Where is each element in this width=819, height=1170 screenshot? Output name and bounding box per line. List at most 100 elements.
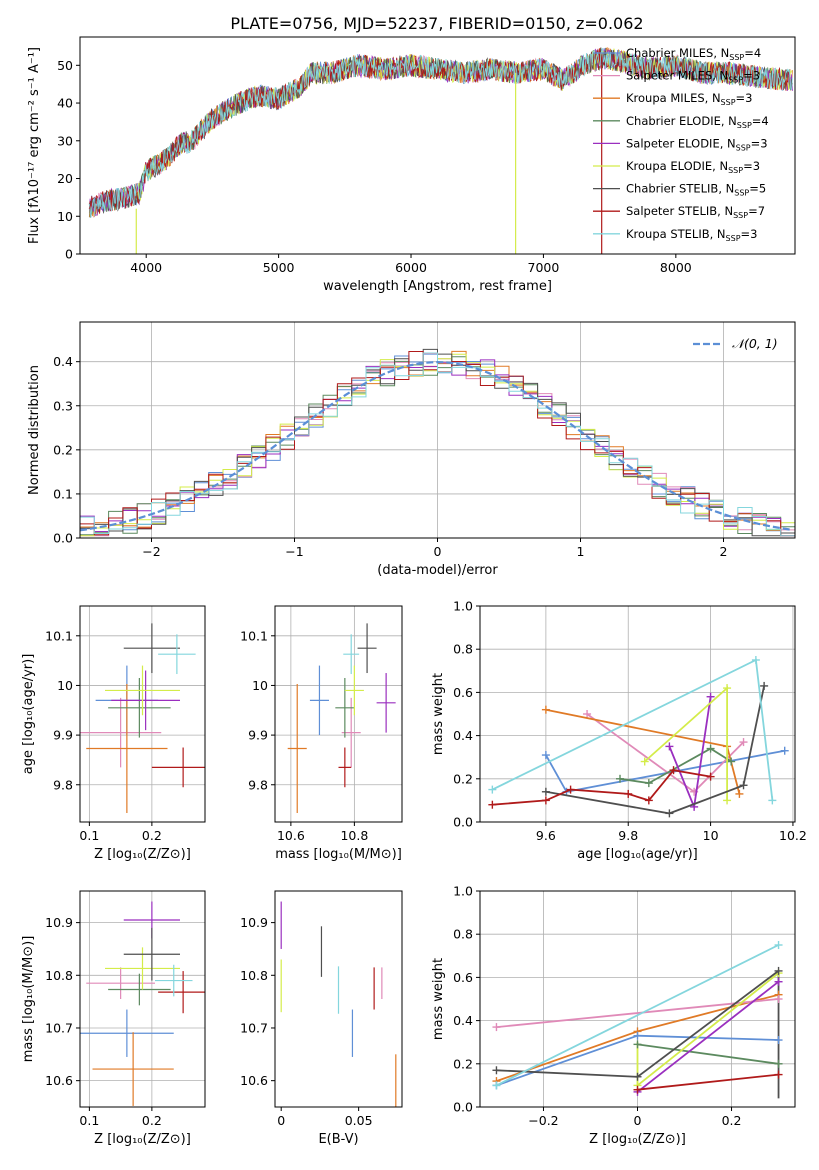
age-vs-Z-axes-frame	[79, 605, 206, 823]
x-tick-label: −1	[285, 544, 303, 559]
x-tick-label: 8000	[660, 260, 692, 275]
x-tick-label: 0	[634, 1113, 642, 1128]
spectrum-plot-area	[88, 47, 793, 254]
errorbar-point-7	[151, 747, 205, 788]
y-tick-label: 10.1	[240, 628, 268, 643]
weight-marker	[768, 796, 777, 805]
y-tick-label: 0.6	[453, 685, 473, 700]
weight-marker	[774, 1070, 783, 1079]
x-tick-label: 7000	[528, 260, 560, 275]
normal-reference-curve	[80, 360, 793, 532]
mass-vs-Z-x-axis-label: Z [log₁₀(Z/Z⊙)]	[94, 1132, 191, 1147]
y-tick-label: 10.7	[240, 1020, 268, 1035]
errorbar-point-4	[376, 673, 396, 733]
spectrum-x-axis-label: wavelength [Angstrom, rest frame]	[323, 279, 552, 294]
x-tick-label: 10.6	[277, 828, 305, 843]
y-tick-label: 0.0	[53, 531, 73, 546]
residuals-x-axis-label: (data-model)/error	[377, 563, 498, 578]
spectrum-axes-frame	[79, 36, 796, 255]
errorbar-point-0	[80, 1009, 174, 1057]
age-vs-mass-plot-area	[275, 606, 402, 822]
residuals-plot-area	[80, 322, 795, 538]
weight-line-8	[496, 944, 779, 1087]
legend-count: =3	[736, 91, 753, 105]
x-tick-label: 0.2	[142, 1113, 162, 1128]
weight-line-7	[637, 1073, 779, 1091]
spectrum-y-axis-label: Flux [fλ10⁻¹⁷ erg cm⁻² s⁻¹ A⁻¹]	[27, 47, 42, 244]
errorbar-point-6	[357, 623, 377, 674]
weight-marker	[774, 1036, 783, 1045]
y-tick-label: 0.6	[453, 970, 473, 985]
residuals-y-axis-label: Normed distribution	[27, 365, 42, 495]
y-tick-label: 0.2	[53, 442, 73, 457]
age-vs-Z-x-axis-label: Z [log₁₀(Z/Z⊙)]	[94, 847, 191, 862]
weight-marker	[727, 757, 736, 766]
legend-count: =4	[752, 114, 769, 128]
figure-title: PLATE=0756, MJD=52237, FIBERID=0150, z=0…	[230, 14, 643, 33]
x-tick-label: 9.8	[618, 828, 638, 843]
weight-marker	[665, 742, 674, 751]
weight-marker	[541, 787, 550, 796]
mass-vs-ebv-x-axis-label: E(B-V)	[318, 1132, 358, 1147]
mass-vs-ebv-plot-area	[280, 901, 397, 1107]
y-tick-label: 30	[57, 133, 73, 148]
weight-vs-Z-panel: −0.2 0 0.2 0.0 0.2 0.4 0.6 0.8 1.0 Z [log₁₀(Z/Z⊙)…	[431, 884, 796, 1147]
y-tick-label: 0.2	[453, 771, 473, 786]
weight-marker	[760, 681, 769, 690]
weight-marker	[541, 751, 550, 760]
errorbar-point-5	[105, 665, 180, 716]
y-tick-label: 0.4	[53, 354, 73, 369]
x-tick-label: 10.8	[340, 828, 368, 843]
errorbar-point-8	[343, 634, 360, 675]
x-tick-label: 0.1	[79, 1113, 99, 1128]
y-tick-label: 10.6	[45, 1073, 73, 1088]
y-tick-label: 0.2	[453, 1056, 473, 1071]
legend-entry-6: Chabrier STELIB, NSSP=5	[626, 182, 766, 198]
x-tick-label: 2	[720, 544, 728, 559]
y-tick-label: 10	[252, 678, 268, 693]
errorbar-point-6	[123, 927, 180, 981]
weight-vs-age-plot-area	[480, 606, 795, 822]
errorbar-point-8	[158, 634, 196, 675]
y-tick-label: 10.1	[45, 628, 73, 643]
legend-entry-5: Kroupa ELODIE, NSSP=3	[626, 159, 760, 175]
y-tick-label: 10.8	[240, 968, 268, 983]
histogram-8	[80, 352, 795, 538]
y-tick-label: 1.0	[453, 599, 473, 614]
mass-vs-ebv-axes-frame	[274, 890, 403, 1108]
y-tick-label: 10	[57, 678, 73, 693]
weight-marker	[774, 1059, 783, 1068]
y-tick-label: 10.6	[240, 1073, 268, 1088]
age-vs-mass-axes-frame	[274, 605, 403, 823]
y-tick-label: 9.8	[53, 777, 73, 792]
legend-entry-4: Salpeter ELODIE, NSSP=3	[626, 136, 768, 152]
errorbar-point-0	[309, 665, 329, 736]
weight-marker	[774, 966, 783, 975]
legend-subscript: SSP	[728, 166, 743, 175]
weight-line-5	[636, 972, 780, 1087]
weight-marker	[706, 772, 715, 781]
y-tick-label: 10.8	[45, 968, 73, 983]
legend-count: =3	[741, 227, 758, 241]
legend-entry-8: Kroupa STELIB, NSSP=3	[626, 227, 757, 243]
x-tick-label: 4000	[130, 260, 162, 275]
errorbar-point-8	[155, 964, 193, 997]
errorbar-point-4	[111, 670, 180, 731]
age-vs-Z-y-axis-label: age [log₁₀(age/yr)]	[21, 654, 36, 775]
weight-vs-age-axes-frame	[479, 605, 796, 823]
x-tick-label: 10.2	[779, 828, 807, 843]
weight-marker	[488, 800, 497, 809]
weight-marker	[616, 774, 624, 783]
weight-marker	[735, 789, 744, 798]
weight-marker	[541, 796, 550, 805]
weight-marker	[751, 656, 760, 664]
weight-line-4	[636, 980, 780, 1093]
weight-marker	[488, 785, 497, 794]
weight-marker	[780, 746, 789, 755]
legend-count: =3	[743, 159, 760, 173]
y-tick-label: 20	[57, 171, 73, 186]
weight-line-3	[619, 747, 732, 785]
y-tick-label: 10.9	[45, 915, 73, 930]
y-tick-label: 10.9	[240, 915, 268, 930]
weight-marker	[633, 1031, 642, 1040]
